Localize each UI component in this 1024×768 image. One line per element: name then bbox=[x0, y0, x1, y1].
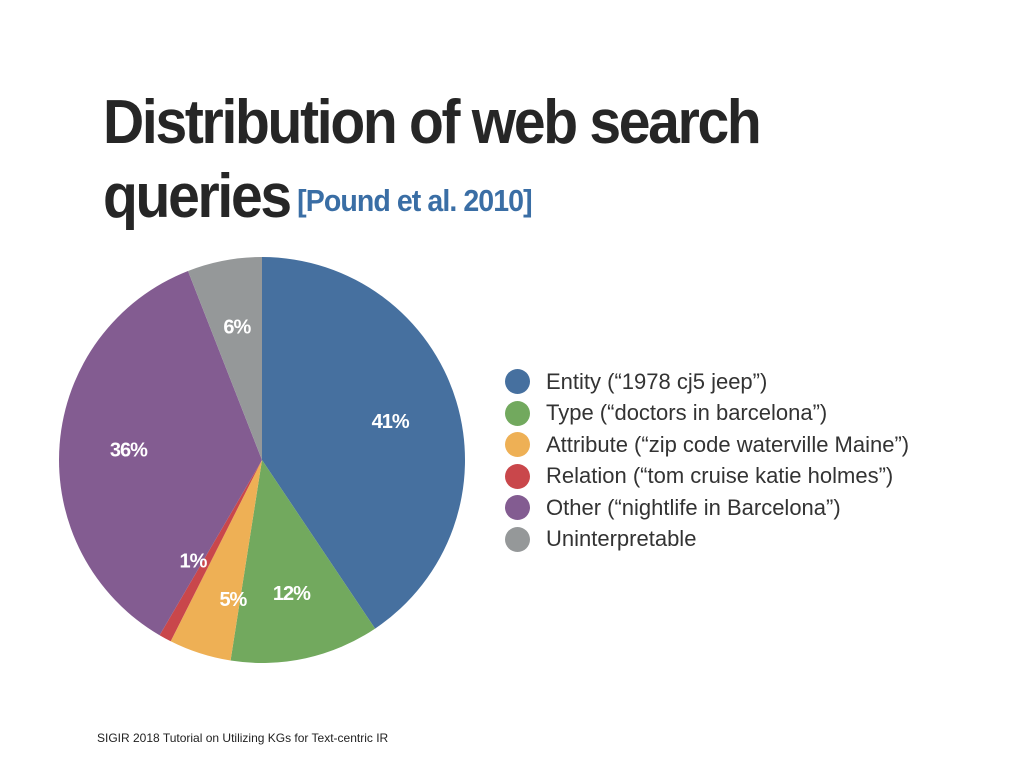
chart-legend: Entity (“1978 cj5 jeep”) Type (“doctors i… bbox=[505, 366, 909, 555]
legend-item-5: Other (“nightlife in Barcelona”) bbox=[505, 492, 909, 524]
title-line-1: Distribution of web search bbox=[103, 86, 913, 160]
legend-swatch-2 bbox=[505, 400, 530, 426]
legend-item-4: Relation (“tom cruise katie holmes”) bbox=[505, 461, 909, 493]
pie-slice-3 bbox=[170, 460, 262, 661]
legend-label-6: Uninterpretable bbox=[546, 526, 697, 552]
pie-data-label-3: 5% bbox=[219, 589, 247, 611]
pie-data-label-1: 41% bbox=[372, 411, 410, 433]
legend-swatch-1 bbox=[505, 369, 530, 395]
pie-slice-5 bbox=[59, 270, 263, 636]
legend-label-2: Type (“doctors in barcelona”) bbox=[546, 400, 828, 426]
legend-item-1: Entity (“1978 cj5 jeep”) bbox=[505, 366, 909, 398]
citation: [Pound et al. 2010] bbox=[297, 183, 532, 218]
pie-data-label-4: 1% bbox=[180, 550, 208, 572]
legend-label-3: Attribute (“zip code waterville Maine”) bbox=[546, 431, 910, 457]
pie-data-label-5: 36% bbox=[110, 440, 148, 462]
legend-label-4: Relation (“tom cruise katie holmes”) bbox=[546, 463, 894, 489]
pie-data-label-6: 6% bbox=[223, 316, 251, 338]
legend-swatch-3 bbox=[505, 432, 530, 458]
slide-title: Distribution of web search queries [Pound… bbox=[103, 86, 983, 238]
legend-swatch-4 bbox=[505, 463, 530, 489]
legend-swatch-6 bbox=[505, 526, 530, 552]
legend-item-2: Type (“doctors in barcelona”) bbox=[505, 398, 909, 430]
legend-swatch-5 bbox=[505, 495, 530, 521]
legend-item-3: Attribute (“zip code waterville Maine”) bbox=[505, 429, 909, 461]
pie-slice-4 bbox=[159, 460, 262, 642]
pie-slices bbox=[59, 257, 466, 663]
legend-label-1: Entity (“1978 cj5 jeep”) bbox=[546, 368, 768, 394]
footer-text: SIGIR 2018 Tutorial on Utilizing KGs for… bbox=[97, 731, 389, 745]
title-line-2: queries [Pound et al. 2010] bbox=[103, 160, 913, 238]
pie-labels: 41% 12% 5% 1% 36% 6% bbox=[110, 316, 411, 611]
title-text-line-2: queries bbox=[103, 162, 292, 231]
pie-slice-6 bbox=[187, 257, 262, 460]
pie-slice-1 bbox=[262, 257, 466, 629]
legend-label-5: Other (“nightlife in Barcelona”) bbox=[546, 494, 841, 520]
pie-data-label-2: 12% bbox=[273, 583, 311, 605]
title-text-line-1: Distribution of web search bbox=[103, 88, 762, 157]
pie-slice-2 bbox=[230, 460, 376, 663]
legend-item-6: Uninterpretable bbox=[505, 524, 909, 556]
